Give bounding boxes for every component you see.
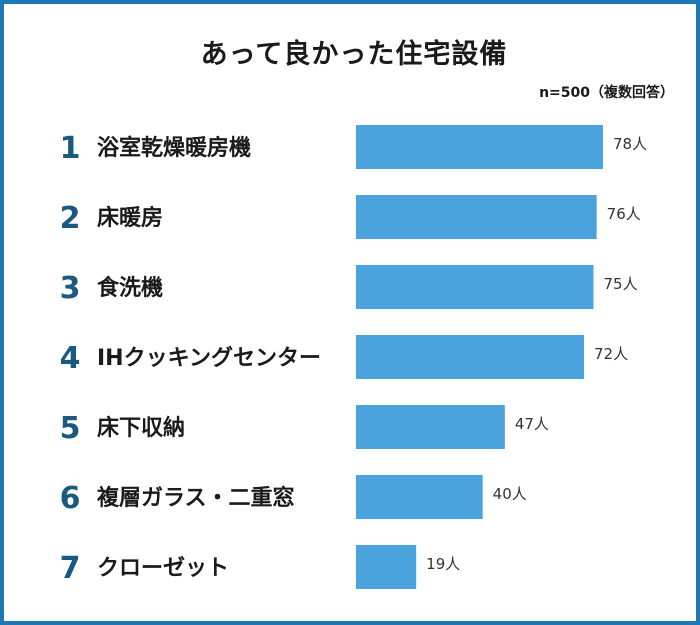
value-label: 78人: [613, 135, 647, 153]
category-label: 浴室乾燥暖房機: [97, 135, 251, 161]
value-label: 75人: [604, 275, 638, 293]
rank-number: 4: [60, 341, 81, 376]
rank-number: 2: [60, 201, 81, 236]
category-label: 複層ガラス・二重窓: [97, 485, 295, 511]
bar: [356, 405, 505, 449]
bar: [356, 545, 417, 589]
value-label: 19人: [426, 555, 460, 573]
rank-number: 5: [60, 411, 81, 446]
bar: [356, 195, 597, 239]
category-label: 食洗機: [97, 275, 163, 301]
value-label: 47人: [515, 415, 549, 433]
value-label: 40人: [493, 485, 527, 503]
bar: [356, 475, 483, 519]
category-label: 床下収納: [97, 415, 185, 441]
category-label: クローゼット: [97, 556, 229, 581]
bar: [356, 125, 603, 169]
bar: [356, 265, 594, 309]
rank-number: 6: [60, 481, 81, 516]
category-label: 床暖房: [97, 205, 163, 231]
rank-number: 3: [60, 271, 81, 306]
value-label: 72人: [594, 345, 628, 363]
rank-number: 1: [60, 131, 81, 166]
category-label: IHクッキングセンター: [97, 345, 321, 371]
value-label: 76人: [607, 205, 641, 223]
rank-number: 7: [60, 551, 81, 586]
bar: [356, 335, 584, 379]
sample-size-note: n=500（複数回答）: [539, 85, 674, 101]
chart-title: あって良かった住宅設備: [200, 39, 508, 70]
